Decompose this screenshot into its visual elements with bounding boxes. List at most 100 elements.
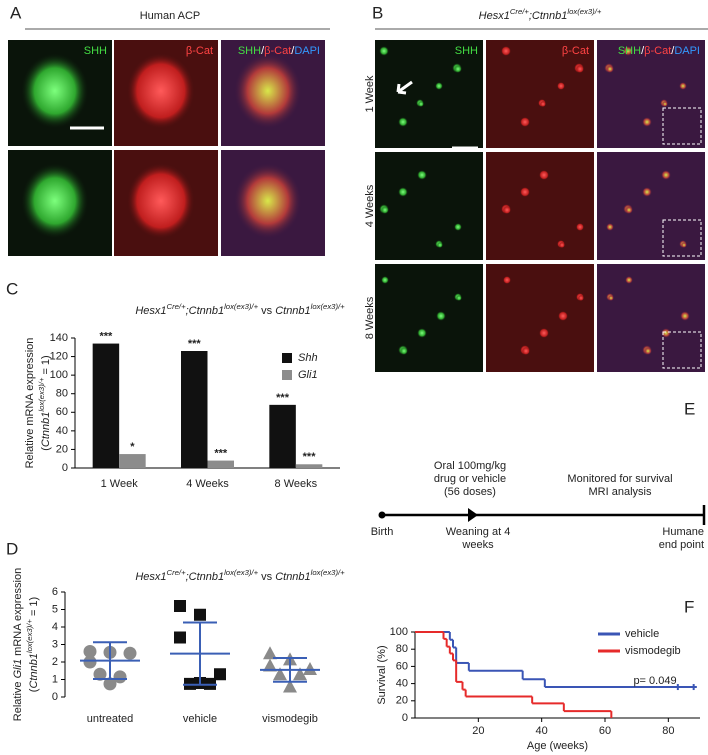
panel-letter: D — [6, 539, 18, 558]
stained-cell — [520, 117, 530, 127]
text-segment: = 1) — [40, 355, 52, 377]
y-tick-label: 100 — [50, 369, 68, 381]
stained-cell — [435, 82, 443, 90]
panel-letter: F — [684, 597, 694, 616]
channel-label: SHH/β-Cat/DAPI — [238, 45, 320, 57]
stained-cell — [454, 223, 462, 231]
stained-cell — [625, 206, 633, 214]
x-axis-label: Age (weeks) — [527, 740, 588, 752]
text-segment: lox(ex3)/+ — [311, 568, 345, 577]
micrograph — [486, 264, 594, 372]
timeline-text: end point — [659, 539, 704, 551]
text-segment: Hesx1 — [135, 305, 166, 317]
point — [113, 670, 127, 684]
stained-cell — [680, 311, 690, 321]
point — [83, 655, 97, 669]
text-segment: lox(ex3)/+ — [25, 619, 34, 653]
text-segment: / — [291, 45, 295, 57]
significance: * — [130, 441, 135, 453]
stained-cell — [417, 170, 427, 180]
bar — [181, 351, 208, 468]
text-segment: β-Cat — [264, 45, 291, 57]
timeline-text: weeks — [461, 539, 494, 551]
inset — [662, 107, 702, 145]
stained-cell — [400, 347, 408, 355]
timeline-marker — [468, 508, 478, 522]
y-tick-label: 20 — [396, 695, 408, 707]
point — [303, 662, 317, 675]
y-axis-label: Relative mRNA expression — [24, 338, 36, 469]
text-segment: β-Cat — [644, 45, 671, 57]
panel-title: Human ACP — [140, 10, 201, 22]
y-tick-label: 6 — [52, 586, 58, 598]
panel-letter: A — [10, 3, 22, 22]
stained-cell — [559, 242, 565, 248]
stained-cell — [623, 46, 633, 56]
y-tick-label: 5 — [52, 603, 58, 615]
stained-cell — [576, 65, 584, 73]
y-tick-label: 80 — [56, 388, 68, 400]
micrograph — [597, 152, 705, 260]
stained-cell — [503, 206, 511, 214]
text-segment: SHH — [618, 45, 641, 57]
text-segment: lox(ex3)/+ — [567, 7, 601, 16]
point — [214, 668, 226, 681]
stained-cell — [644, 347, 652, 355]
text-segment: Ctnnb1 — [275, 305, 310, 317]
point — [123, 646, 137, 660]
row-label: 8 Weeks — [364, 296, 376, 339]
stained-cell — [398, 117, 408, 127]
text-segment: / — [641, 45, 645, 57]
text-segment: ;Ctnnb1 — [529, 10, 568, 22]
stained-cell — [417, 328, 427, 338]
y-tick-label: 0 — [62, 462, 68, 474]
stained-cell — [557, 82, 565, 90]
stained-cell — [625, 276, 633, 284]
text-segment: Ctnnb1 — [28, 653, 40, 688]
text-segment: SHH — [455, 45, 478, 57]
annotation: p= 0.049 — [633, 675, 676, 687]
micrograph — [375, 152, 483, 260]
text-segment: / — [671, 45, 675, 57]
legend-swatch — [282, 370, 292, 380]
y-tick-label: 100 — [390, 626, 408, 638]
micrograph — [375, 40, 483, 148]
stained-cell — [540, 101, 546, 107]
timeline-text: Weaning at 4 — [446, 526, 511, 538]
chart-title: Hesx1Cre/+;Ctnnb1lox(ex3)/+ vs Ctnnb1lox… — [135, 302, 345, 317]
panel-letter: E — [684, 399, 695, 418]
timeline-text: drug or vehicle — [434, 473, 506, 485]
bar — [119, 454, 146, 468]
x-tick-label: vismodegib — [262, 713, 318, 725]
significance: *** — [99, 330, 113, 342]
stained-cell — [381, 206, 389, 214]
stained-cell — [520, 187, 530, 197]
stained-cell — [454, 65, 462, 73]
text-segment: Cre/+ — [167, 568, 187, 577]
timeline-text: MRI analysis — [589, 486, 652, 498]
text-segment: Ctnnb1 — [275, 571, 310, 583]
arrow — [396, 80, 413, 95]
stained-cell — [456, 295, 462, 301]
channel-label: SHH — [455, 45, 478, 57]
y-tick-label: 0 — [402, 712, 408, 724]
text-segment: Gli1 — [12, 659, 24, 679]
stained-cell — [661, 328, 671, 338]
stained-cell — [578, 295, 584, 301]
timeline-start — [378, 511, 386, 519]
timeline-text: Oral 100mg/kg — [434, 460, 506, 472]
stained-cell — [606, 223, 614, 231]
legend-label: Shh — [298, 352, 318, 364]
x-tick-label: 40 — [536, 725, 548, 737]
y-tick-label: 4 — [52, 621, 58, 633]
timeline-text: Monitored for survival — [567, 473, 672, 485]
timeline-text: Birth — [371, 526, 394, 538]
point — [174, 600, 186, 612]
y-tick-label: 0 — [52, 691, 58, 703]
point — [263, 646, 277, 660]
y-axis-label: (Ctnnb1lox(ex3)/+ = 1) — [37, 355, 52, 450]
micrograph — [597, 40, 705, 148]
y-tick-label: 40 — [56, 425, 68, 437]
stained-cell — [576, 223, 584, 231]
